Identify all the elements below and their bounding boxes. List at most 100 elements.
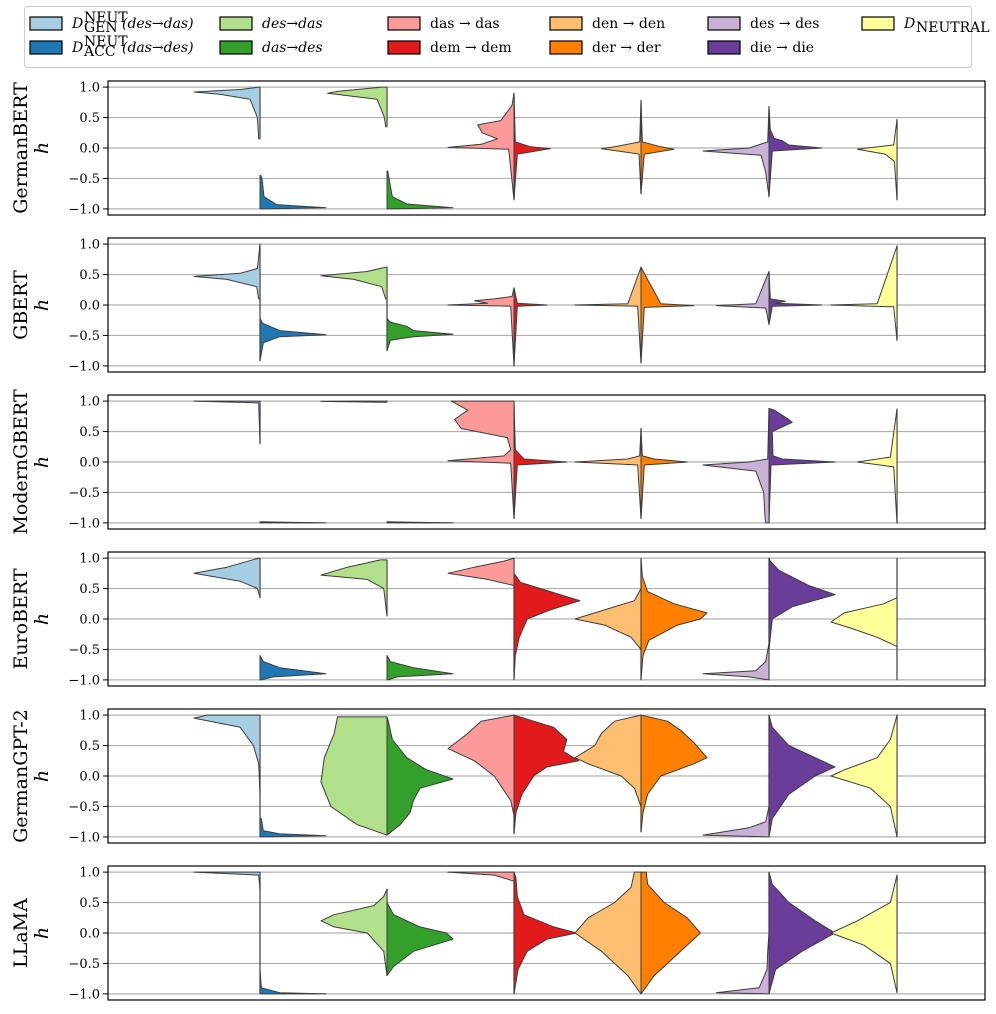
legend-label-denden: den → den [592,16,665,32]
violin-right-llama-2 [513,871,578,995]
violin-left-germangpt-2-0 [193,714,261,795]
violin-right-moderngbert-3 [640,428,688,520]
legend-swatch-desdes [707,16,741,31]
legend-label-desdes: des → des [750,16,820,32]
legend-swatch-derder [549,40,583,55]
violin-right-llama-0 [259,969,327,995]
legend-label-dgen: (des→das) [122,16,194,32]
violin-left-germanbert-0 [193,86,261,140]
y-tick-label: −1.0 [68,202,100,217]
violin-right-gbert-1 [386,317,454,352]
violin-left-llama-2 [447,871,515,882]
panel-frame [107,865,986,1001]
y-tick-label: 0.0 [79,142,100,157]
model-label: LLaMA [10,898,32,968]
legend-label-dacc-sub: ACC [83,44,116,60]
y-tick-label: 1.0 [79,709,100,724]
violin-left-germangpt-2-4 [702,806,770,838]
panel-germanbert: 1.0 0.5 0.0 −0.5 −1.0 GermanBERT h [10,80,986,217]
legend-swatch-dasdes [219,40,253,55]
y-tick-label: −1.0 [68,830,100,845]
violin-left-moderngbert-4 [702,407,770,524]
panel-gbert: 1.0 0.5 0.0 −0.5 −1.0 GBERT h [10,237,986,374]
legend-label-derder: der → der [592,40,661,56]
panel-eurobert: 1.0 0.5 0.0 −0.5 −1.0 EuroBERT h [10,551,986,688]
y-tick-label: −0.5 [68,800,100,815]
violin-right-moderngbert-2 [513,400,568,520]
violin-right-germanbert-2 [513,92,551,201]
y-tick-label: −1.0 [68,987,100,1002]
y-tick-label: 0.5 [79,268,100,283]
violin-right-germangpt-2-1 [386,716,454,836]
y-tick-label: 0.0 [79,299,100,314]
y-axis-label: h [31,299,53,311]
violin-left-llama-5 [830,874,898,994]
model-label: GermanGPT-2 [10,709,32,843]
y-tick-label: 1.0 [79,552,100,567]
violin-right-germangpt-2-2 [513,714,580,835]
panel-frame [107,708,986,844]
y-axis-label: h [31,613,53,625]
violin-left-eurobert-1 [320,559,388,617]
violin-right-llama-1 [386,902,454,977]
y-axis-label: h [31,927,53,939]
y-tick-label: 1.0 [79,395,100,410]
violin-left-gbert-1 [320,266,388,300]
y-tick-label: 1.0 [79,866,100,881]
y-tick-label: 0.0 [79,770,100,785]
violin-right-gbert-3 [640,266,695,364]
panel-frame [107,80,986,216]
violin-right-moderngbert-1 [386,521,454,524]
legend-label-dasdes: das→des [262,40,323,56]
legend-swatch-dacc [29,40,63,55]
violin-right-eurobert-3 [640,557,708,681]
violin-left-moderngbert-1 [320,400,388,403]
violin-left-germangpt-2-5 [830,714,898,838]
violin-left-germanbert-1 [327,86,388,128]
legend-label-dacc-base: D [71,40,83,56]
violin-left-germanbert-4 [702,106,770,198]
legend-label-dasdas: das → das [430,16,500,32]
y-tick-label: −0.5 [68,486,100,501]
violin-left-moderngbert-0 [193,400,261,445]
y-tick-label: −0.5 [68,957,100,972]
violin-right-llama-4 [768,871,836,995]
violin-right-eurobert-4 [768,557,836,650]
violin-left-gbert-4 [715,271,770,325]
legend-label-diedie: die → die [750,40,814,56]
violin-left-eurobert-3 [574,588,642,650]
violin-right-gbert-2 [513,287,548,367]
legend-label-dacc: (das→des) [122,40,194,56]
legend-label-demdem: dem → dem [430,40,512,56]
violin-left-germangpt-2-2 [447,714,515,817]
legend-swatch-desdas [219,16,253,31]
model-label: ModernGBERT [10,389,32,535]
y-tick-label: −1.0 [68,673,100,688]
violin-left-llama-0 [193,871,261,891]
y-tick-label: 0.5 [79,425,100,440]
violin-left-gbert-5 [830,245,898,341]
y-axis-label: h [31,142,53,154]
y-tick-label: 0.5 [79,739,100,754]
panel-frame [107,551,986,687]
legend-swatch-diedie [707,40,741,55]
violin-right-eurobert-2 [513,572,581,681]
legend-label-desdas: des→das [262,16,323,32]
violin-right-moderngbert-0 [259,521,327,524]
violin-left-eurobert-2 [447,557,515,586]
panel-frame [107,394,986,530]
legend-label-dgen-base: D [71,16,83,32]
model-label: GBERT [10,270,32,340]
violin-right-eurobert-1 [386,655,454,681]
y-tick-label: −1.0 [68,359,100,374]
legend-label-dgen-sub: GEN [84,20,118,36]
violin-right-germanbert-1 [386,170,454,210]
y-tick-label: −0.5 [68,643,100,658]
violin-left-germanbert-2 [447,92,515,201]
y-tick-label: 1.0 [79,238,100,253]
y-tick-label: 0.0 [79,927,100,942]
violin-right-eurobert-0 [259,655,327,681]
y-tick-label: 0.0 [79,613,100,628]
